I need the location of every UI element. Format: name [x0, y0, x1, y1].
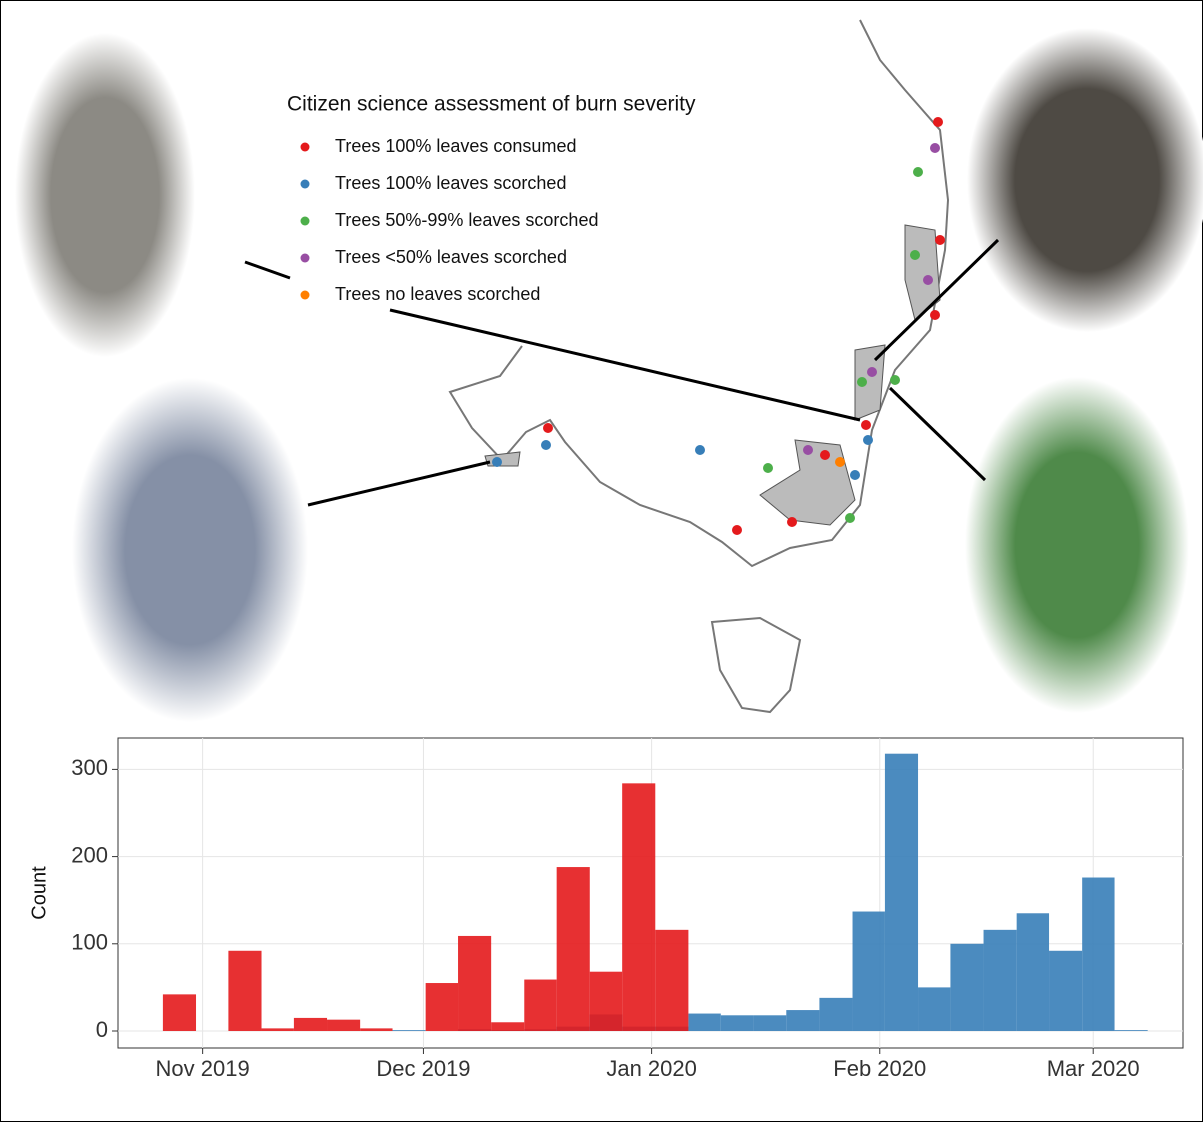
legend-label: Trees 100% leaves consumed — [335, 136, 576, 156]
histogram-bar — [819, 998, 852, 1031]
histogram-bar — [1049, 951, 1082, 1031]
histogram-bar — [327, 1020, 360, 1031]
photos — [15, 28, 1203, 722]
x-tick-label: Dec 2019 — [376, 1056, 470, 1081]
y-tick-label: 200 — [71, 842, 108, 867]
photo-koala — [72, 378, 308, 722]
y-tick-label: 300 — [71, 755, 108, 780]
histogram-bar — [622, 783, 655, 1031]
histogram-bar — [721, 1015, 754, 1031]
histogram-bar — [918, 987, 950, 1031]
histogram-bar — [688, 1014, 720, 1031]
y-axis-title: Count — [28, 866, 50, 920]
histogram-bar — [557, 867, 590, 1031]
legend-marker — [301, 254, 310, 263]
figure: Citizen science assessment of burn sever… — [0, 0, 1203, 1122]
histogram-bar — [163, 994, 196, 1031]
x-tick-label: Nov 2019 — [156, 1056, 250, 1081]
photo-seedling — [967, 28, 1203, 332]
histogram-bar — [393, 1030, 426, 1031]
connector — [390, 310, 860, 420]
legend-label: Trees <50% leaves scorched — [335, 247, 567, 267]
histogram-bar — [1017, 913, 1049, 1031]
legend-label: Trees no leaves scorched — [335, 284, 540, 304]
legend-marker — [301, 217, 310, 226]
histogram-bar — [294, 1018, 327, 1031]
x-tick-label: Jan 2020 — [606, 1056, 697, 1081]
histogram-bar — [655, 930, 688, 1031]
x-tick-label: Feb 2020 — [833, 1056, 926, 1081]
legend-label: Trees 100% leaves scorched — [335, 173, 566, 193]
histogram-bar — [1082, 878, 1114, 1031]
histogram-bar — [786, 1010, 819, 1031]
histogram-bar — [950, 944, 983, 1031]
connector — [308, 462, 490, 505]
histogram-bar — [491, 1022, 524, 1031]
legend-marker — [301, 143, 310, 152]
histogram-bar — [360, 1028, 392, 1031]
photo-burnt-tree — [15, 33, 195, 357]
histogram-bar — [590, 972, 622, 1031]
histogram-bar — [426, 983, 458, 1031]
histogram-bar — [1115, 1030, 1148, 1031]
histogram-bar — [853, 912, 885, 1031]
histogram-bar — [262, 1028, 294, 1031]
tasmania — [712, 618, 800, 712]
histogram-bar — [524, 980, 556, 1031]
histogram-bar — [984, 930, 1017, 1031]
legend-marker — [301, 291, 310, 300]
histogram-bar — [754, 1015, 786, 1031]
histogram-bar — [228, 951, 261, 1031]
histogram-bar — [458, 936, 491, 1031]
histogram-bar — [885, 754, 918, 1031]
x-tick-label: Mar 2020 — [1047, 1056, 1140, 1081]
map — [450, 20, 948, 712]
legend-title: Citizen science assessment of burn sever… — [287, 93, 696, 116]
legend-marker — [301, 180, 310, 189]
y-tick-label: 100 — [71, 930, 108, 955]
photo-flower — [965, 377, 1189, 713]
legend-label: Trees 50%-99% leaves scorched — [335, 210, 598, 230]
connector — [890, 388, 985, 480]
connector — [245, 262, 290, 278]
y-tick-label: 0 — [96, 1017, 108, 1042]
